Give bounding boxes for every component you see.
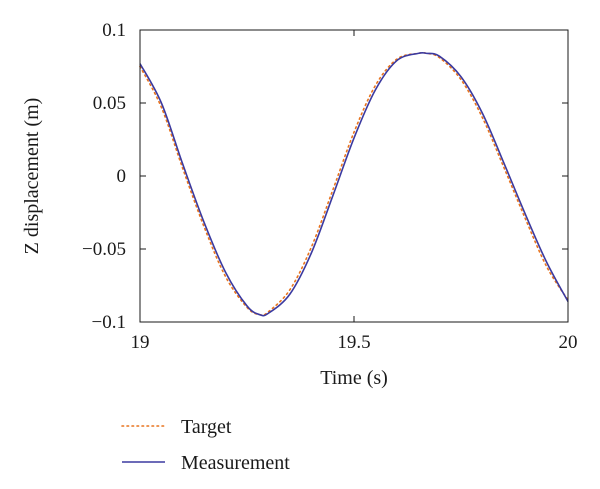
legend: Target Measurement <box>121 416 290 474</box>
plot-lines <box>139 51 569 317</box>
series-line-measurement <box>139 51 569 317</box>
y-tick-label: −0.1 <box>92 312 126 333</box>
x-tick-label: 19.5 <box>337 332 370 353</box>
y-tick-label: −0.05 <box>82 239 126 260</box>
y-tick-label: 0.05 <box>93 93 126 114</box>
plot-frame <box>139 29 569 323</box>
legend-label-target: Target <box>181 416 232 438</box>
x-tick-label: 20 <box>559 332 578 353</box>
axis-ticks: 19 19.5 20 −0.1 −0.05 0 0.05 0.1 <box>82 20 577 353</box>
x-tick-label: 19 <box>131 332 150 353</box>
series-line-target <box>139 51 569 316</box>
y-axis-label: Z displacement (m) <box>21 98 43 255</box>
y-tick-label: 0.1 <box>102 20 126 41</box>
y-tick-label: 0 <box>117 166 127 187</box>
legend-label-measurement: Measurement <box>181 452 290 474</box>
x-axis-label: Time (s) <box>320 367 388 389</box>
